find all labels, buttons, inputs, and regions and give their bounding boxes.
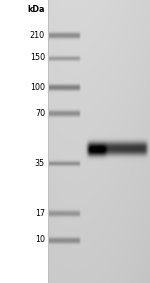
Text: 17: 17 (35, 209, 45, 218)
Text: kDa: kDa (27, 5, 45, 14)
Text: 10: 10 (35, 235, 45, 245)
Text: 210: 210 (30, 31, 45, 40)
Text: 150: 150 (30, 53, 45, 63)
Text: 35: 35 (35, 158, 45, 168)
Text: 100: 100 (30, 83, 45, 91)
Text: 70: 70 (35, 108, 45, 117)
